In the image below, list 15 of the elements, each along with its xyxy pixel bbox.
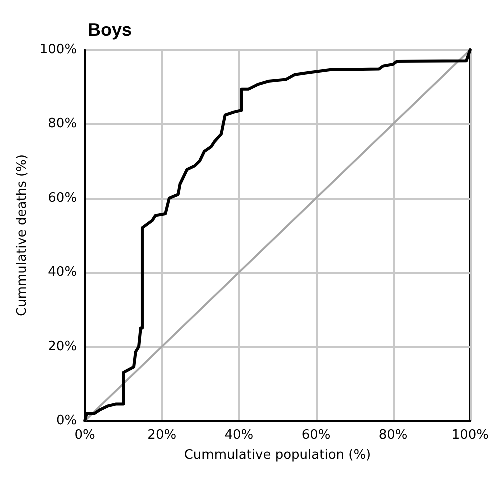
y-tick-label: 100%: [40, 42, 78, 58]
x-axis-title: Cummulative population (%): [184, 448, 372, 463]
x-tick-label: 100%: [452, 428, 490, 443]
y-tick-label: 80%: [48, 116, 78, 132]
x-tick-label: 40%: [224, 428, 254, 443]
y-tick-label: 60%: [48, 190, 78, 206]
y-tick-label: 0%: [56, 414, 78, 428]
chart-title: Boys: [88, 20, 132, 40]
x-tick-label: 20%: [148, 428, 177, 443]
y-tick-label: 20%: [48, 339, 78, 354]
x-tick-label: 80%: [378, 428, 408, 443]
x-tick-label: 60%: [302, 428, 331, 443]
y-tick-label: 40%: [48, 265, 78, 280]
x-tick-label: 0%: [74, 428, 96, 443]
y-axis-title: Cummulative deaths (%): [15, 154, 30, 316]
